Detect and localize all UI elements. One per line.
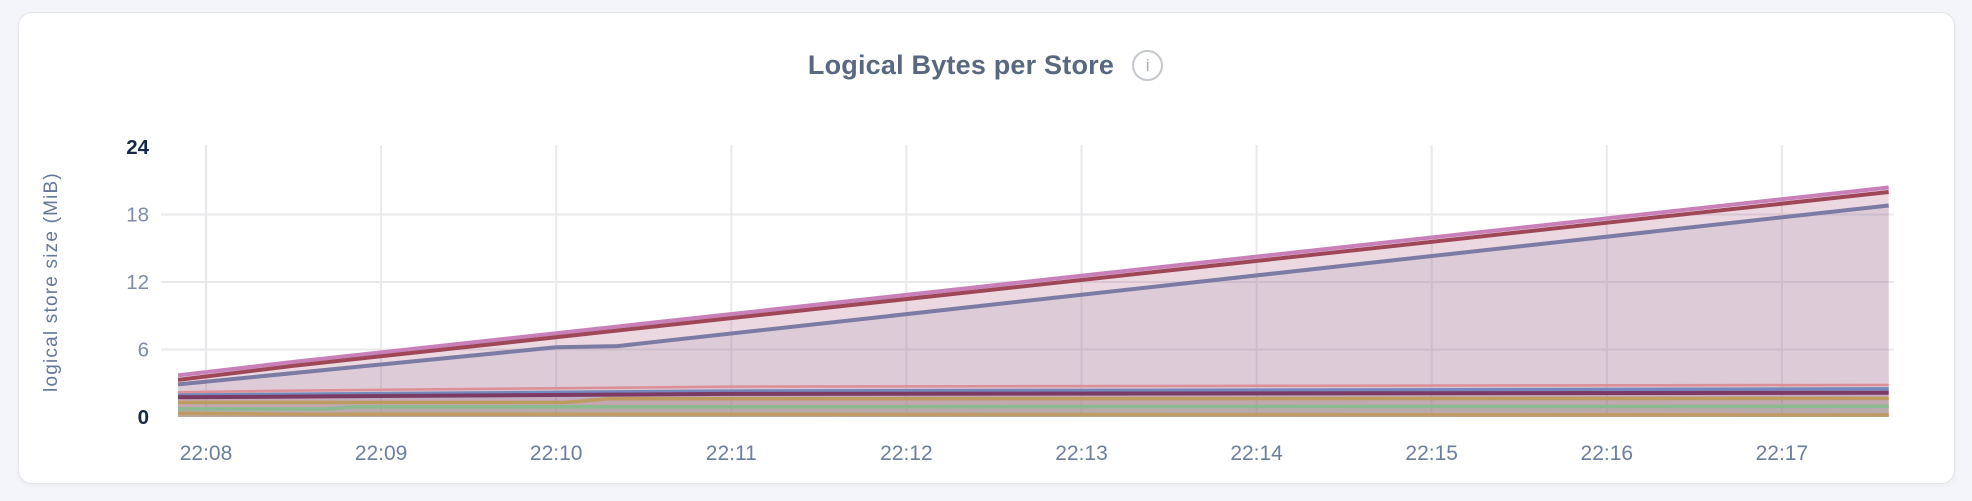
x-tick-label: 22:17 — [1756, 442, 1809, 465]
x-tick-label: 22:09 — [355, 442, 408, 465]
series-area-3 — [178, 205, 1889, 417]
chart-card: 0 6 12 18 24 22:08 22:09 22:10 22:11 22:12 22:13 22… — [18, 12, 1955, 484]
y-tick-label: 18 — [126, 204, 149, 227]
x-tick-label: 22:10 — [530, 442, 583, 465]
y-tick-label: 24 — [126, 136, 149, 159]
y-axis-title: logical store size (MiB) — [41, 172, 62, 392]
series-line-6 — [177, 390, 1889, 400]
info-icon[interactable]: i — [1132, 50, 1164, 81]
x-tick-label: 22:16 — [1581, 442, 1634, 465]
series-area-2 — [178, 192, 1889, 417]
x-tick-label: 22:08 — [180, 442, 233, 465]
series-line-2 — [177, 190, 1889, 382]
y-tick-label: 0 — [138, 406, 149, 429]
series-line-9 — [177, 411, 1889, 417]
series-line-3 — [177, 203, 1889, 387]
x-tick-label: 22:13 — [1055, 442, 1108, 465]
x-tick-label: 22:15 — [1405, 442, 1458, 465]
chart-header: Logical Bytes per Store i — [18, 50, 1953, 81]
x-tick-label: 22:11 — [706, 442, 757, 465]
info-icon-glyph: i — [1145, 56, 1150, 75]
series-line-4 — [177, 383, 1889, 394]
series-line-7 — [178, 396, 1889, 405]
y-tick-label: 12 — [126, 271, 149, 294]
series-line-8 — [178, 404, 1889, 411]
x-tick-label: 22:14 — [1230, 442, 1283, 465]
y-tick-label: 6 — [138, 339, 149, 362]
series-area-1 — [178, 187, 1889, 417]
series-line-5 — [177, 387, 1889, 397]
chart-title: Logical Bytes per Store — [807, 50, 1115, 80]
x-tick-label: 22:12 — [880, 442, 933, 465]
series-line-1 — [177, 185, 1889, 378]
